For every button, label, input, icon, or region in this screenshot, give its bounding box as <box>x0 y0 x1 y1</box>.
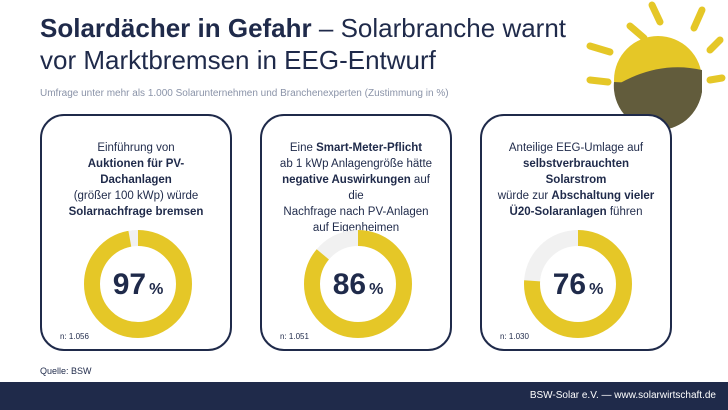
sample-size: n: 1.030 <box>500 332 529 341</box>
donut-chart: 76% <box>524 230 632 338</box>
donut-value-label: 97% <box>113 268 164 301</box>
statement-segment: Nachfrage nach PV-Anlagen <box>283 206 429 218</box>
sample-size: n: 1.056 <box>60 332 89 341</box>
sun-icon <box>586 1 726 130</box>
donut-value-arc <box>524 230 632 338</box>
card-statement: Einführung von Auktionen für PV-Dachanlag… <box>54 140 218 220</box>
title-line2: vor Marktbremsen in EEG-Entwurf <box>40 45 436 75</box>
survey-card-3: Anteilige EEG-Umlage auf selbstverbraucht… <box>480 114 672 351</box>
donut-value-arc <box>304 230 412 338</box>
donut-chart: 97% <box>84 230 192 338</box>
statement-segment: (größer 100 kWp) würde <box>73 190 199 202</box>
donut-value-label: 76% <box>553 268 604 301</box>
title-bold: Solardächer in Gefahr <box>40 13 312 43</box>
statement-segment: Ü20-Solaranlagen <box>509 206 607 218</box>
statement-segment: selbstverbrauchten Solarstrom <box>522 158 630 186</box>
statement-segment: Smart-Meter-Pflicht <box>316 142 423 154</box>
card-statement: Eine Smart-Meter-Pflicht ab 1 kWp Anlagen… <box>274 140 438 236</box>
title-rest: – Solarbranche warnt <box>311 13 567 43</box>
statement-segment: negative Auswirkungen <box>282 174 411 186</box>
statement-segment: auf die <box>348 174 430 202</box>
source-note: Quelle: BSW <box>40 366 92 376</box>
statement-segment: Anteilige EEG-Umlage auf <box>508 142 644 154</box>
statement-segment: Einführung von <box>97 142 175 154</box>
sample-size: n: 1.051 <box>280 332 309 341</box>
statement-segment: würde zur <box>497 190 552 202</box>
statement-segment: Eine <box>289 142 317 154</box>
page-title: Solardächer in Gefahr – Solarbranche war… <box>40 12 600 76</box>
statement-segment: führen <box>606 206 643 218</box>
footer-bar: BSW-Solar e.V. — www.solarwirtschaft.de <box>0 382 728 410</box>
statement-segment: Auktionen für PV-Dachanlagen <box>87 158 185 186</box>
statement-segment: ab 1 kWp Anlagengröße hätte <box>279 158 433 170</box>
statement-segment: Abschaltung vieler <box>551 190 655 202</box>
card-statement: Anteilige EEG-Umlage auf selbstverbraucht… <box>494 140 658 220</box>
subtitle: Umfrage unter mehr als 1.000 Solaruntern… <box>40 88 449 99</box>
survey-card-1: Einführung von Auktionen für PV-Dachanlag… <box>40 114 232 351</box>
donut-value-label: 86% <box>333 268 384 301</box>
statement-segment: Solarnachfrage bremsen <box>68 206 204 218</box>
statement-segment: auf Eigenheimen <box>312 222 400 234</box>
donut-chart: 86% <box>304 230 412 338</box>
donut-value-arc <box>84 230 192 338</box>
survey-card-2: Eine Smart-Meter-Pflicht ab 1 kWp Anlagen… <box>260 114 452 351</box>
footer-text: BSW-Solar e.V. — www.solarwirtschaft.de <box>529 390 716 401</box>
